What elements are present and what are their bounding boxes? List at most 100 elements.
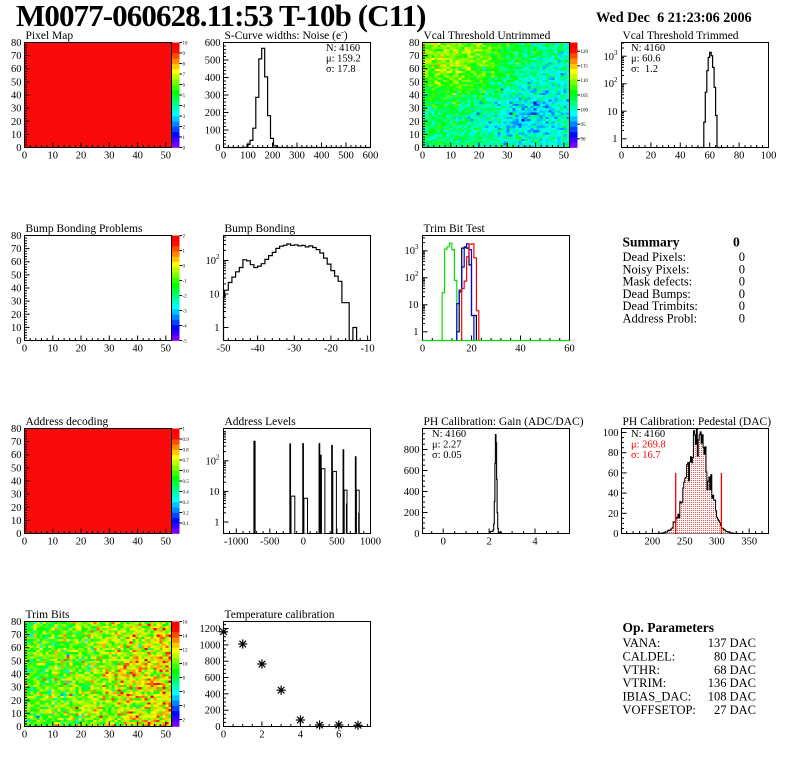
svg-text:μ: 2.27: μ: 2.27 [432,439,462,450]
svg-text:70: 70 [409,51,420,62]
svg-text:0.3: 0.3 [183,501,190,506]
svg-text:4: 4 [183,104,186,109]
svg-text:500: 500 [338,151,354,162]
svg-text:-30: -30 [287,344,301,355]
svg-text:0: 0 [739,275,745,289]
svg-text:30: 30 [104,344,115,355]
svg-text:20: 20 [76,537,87,548]
svg-text:10: 10 [209,290,220,301]
svg-text:0: 0 [221,151,226,162]
svg-text:600: 600 [205,38,221,49]
svg-text:0: 0 [16,336,21,347]
svg-text:Noisy Pixels:: Noisy Pixels: [623,262,690,276]
svg-text:400: 400 [404,487,420,498]
svg-text:40: 40 [132,151,143,162]
svg-text:0.1: 0.1 [183,522,190,527]
svg-text:10: 10 [446,151,457,162]
svg-text:PH Calibration: Pedestal (DAC): PH Calibration: Pedestal (DAC) [623,416,772,428]
svg-text:10: 10 [209,487,220,498]
svg-text:σ: 0.05: σ: 0.05 [432,450,462,461]
svg-text:-1: -1 [183,279,188,284]
svg-text:250: 250 [677,537,693,548]
svg-text:0.8: 0.8 [183,448,190,453]
svg-text:0: 0 [183,264,186,269]
svg-text:2: 2 [183,234,186,239]
svg-text:0: 0 [22,537,27,548]
svg-text:S-Curve widths: Noise (e-): S-Curve widths: Noise (e-) [225,28,348,42]
svg-text:50: 50 [161,537,172,548]
svg-text:500: 500 [205,56,221,67]
svg-text:3: 3 [183,115,186,120]
svg-text:70: 70 [11,437,22,448]
svg-text:600: 600 [363,151,379,162]
svg-text:σ: 17.8: σ: 17.8 [326,64,356,75]
svg-text:0: 0 [414,143,419,154]
svg-text:0: 0 [613,529,618,540]
svg-text:95: 95 [581,123,587,128]
svg-text:20: 20 [11,117,22,128]
svg-text:30: 30 [11,490,22,501]
svg-text:10: 10 [48,151,59,162]
svg-text:60: 60 [11,450,22,461]
svg-text:10: 10 [409,130,420,141]
svg-text:0: 0 [16,529,21,540]
svg-text:105: 105 [581,94,589,99]
svg-text:80: 80 [608,448,619,459]
svg-text:300: 300 [289,151,305,162]
svg-text:50: 50 [161,344,172,355]
svg-text:-5: -5 [183,339,188,344]
svg-text:30: 30 [11,297,22,308]
svg-text:0: 0 [739,262,745,276]
svg-text:300: 300 [709,537,725,548]
svg-text:Summary: Summary [623,235,680,250]
svg-text:100: 100 [205,126,221,137]
svg-text:40: 40 [11,91,22,102]
svg-text:0: 0 [619,151,624,162]
svg-text:20: 20 [11,503,22,514]
svg-text:60: 60 [564,344,575,355]
svg-text:0: 0 [739,312,745,326]
svg-text:70: 70 [11,51,22,62]
svg-text:4: 4 [532,537,538,548]
svg-text:600: 600 [404,466,420,477]
svg-text:30: 30 [11,104,22,115]
svg-text:60: 60 [704,151,715,162]
svg-text:Address decoding: Address decoding [26,416,109,428]
svg-text:20: 20 [76,344,87,355]
svg-text:-40: -40 [251,344,265,355]
svg-text:50: 50 [409,77,420,88]
svg-text:1: 1 [183,136,186,141]
svg-text:2: 2 [183,125,186,130]
svg-text:350: 350 [741,537,757,548]
svg-text:1: 1 [413,327,418,338]
svg-text:Bump Bonding: Bump Bonding [225,223,296,235]
svg-text:400: 400 [314,151,330,162]
svg-text:10: 10 [48,537,59,548]
svg-text:0: 0 [183,146,186,151]
svg-text:800: 800 [404,445,420,456]
svg-text:6: 6 [183,83,186,88]
svg-text:Trim Bit Test: Trim Bit Test [424,223,486,235]
svg-text:1: 1 [183,427,186,432]
svg-text:-4: -4 [183,324,188,329]
svg-text:60: 60 [409,64,420,75]
svg-text:Bump Bonding Problems: Bump Bonding Problems [26,223,143,235]
svg-text:0: 0 [414,529,419,540]
svg-text:50: 50 [559,151,570,162]
svg-text:200: 200 [265,151,281,162]
svg-text:80: 80 [11,231,22,242]
svg-text:0: 0 [739,287,745,301]
svg-text:20: 20 [466,344,477,355]
svg-text:Vcal Threshold Trimmed: Vcal Threshold Trimmed [623,30,739,42]
svg-text:-1000: -1000 [224,537,249,548]
svg-text:400: 400 [205,73,221,84]
svg-text:200: 200 [205,108,221,119]
svg-text:103: 103 [604,49,619,63]
svg-text:100: 100 [240,151,256,162]
svg-text:5: 5 [183,94,186,99]
svg-text:20: 20 [11,310,22,321]
svg-text:0.5: 0.5 [183,480,190,485]
svg-text:0: 0 [301,537,306,548]
svg-text:0: 0 [420,151,425,162]
svg-text:1000: 1000 [360,537,381,548]
